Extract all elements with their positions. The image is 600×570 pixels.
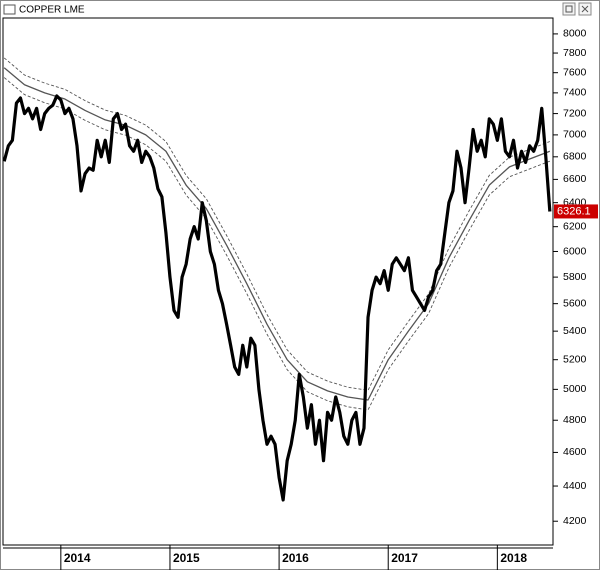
maximize-icon: [565, 5, 573, 13]
y-tick-label: 7000: [563, 129, 587, 141]
chart-title: COPPER LME: [19, 5, 85, 16]
y-tick-label: 6600: [563, 173, 587, 185]
x-tick-label: 2014: [64, 551, 91, 565]
series-line: [3, 67, 551, 401]
y-tick-label: 4600: [563, 446, 587, 458]
y-tick-label: 6800: [563, 151, 587, 163]
last-value-label: 6326.1: [557, 205, 591, 217]
y-tick-label: 4800: [563, 414, 587, 426]
y-tick-label: 7200: [563, 107, 587, 119]
y-tick-label: 7400: [563, 87, 587, 99]
y-tick-label: 5000: [563, 383, 587, 395]
y-tick-label: 5200: [563, 353, 587, 365]
y-tick-label: 8000: [563, 28, 587, 40]
plot-area: [3, 57, 552, 502]
y-tick-label: 5400: [563, 325, 587, 337]
series-line: [3, 94, 552, 502]
x-tick-label: 2015: [173, 551, 200, 565]
y-tick-label: 6000: [563, 245, 587, 257]
y-tick-label: 7800: [563, 47, 587, 59]
x-tick-label: 2017: [391, 551, 418, 565]
y-tick-label: 4400: [563, 480, 587, 492]
y-tick-label: 7600: [563, 66, 587, 78]
series-line: [3, 77, 551, 411]
last-value: 6326.1: [554, 204, 598, 219]
y-tick-label: 5600: [563, 297, 587, 309]
y-tick-label: 6200: [563, 220, 587, 232]
last-value-box: [554, 204, 598, 219]
maximize-button[interactable]: [562, 2, 576, 16]
window-icon: [3, 4, 16, 15]
series-line: [3, 57, 551, 391]
y-tick-label: 4200: [563, 515, 587, 527]
x-tick-label: 2016: [282, 551, 309, 565]
close-icon: [581, 5, 589, 13]
x-tick-label: 2018: [500, 551, 527, 565]
y-tick-label: 5800: [563, 271, 587, 283]
